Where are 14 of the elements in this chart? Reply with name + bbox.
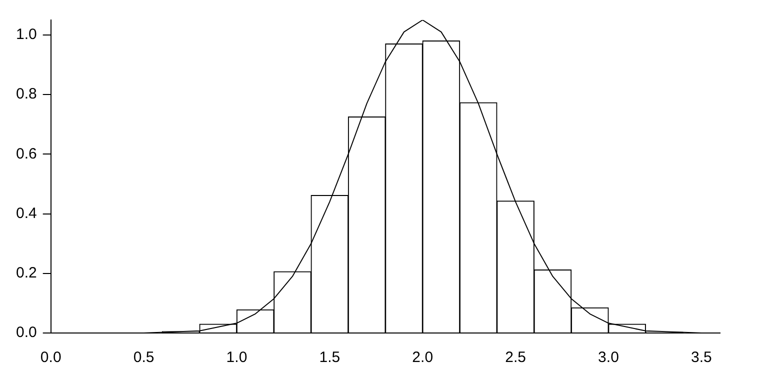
x-tick-label: 0.0 (40, 349, 62, 366)
x-tick-label: 1.5 (319, 349, 340, 366)
y-tick-label: 1.0 (16, 26, 37, 44)
x-tick-label: 2.5 (505, 349, 526, 366)
x-tick-label: 2.0 (412, 349, 434, 366)
x-tick-label: 3.0 (598, 349, 619, 366)
x-tick-label: 3.5 (690, 349, 712, 366)
y-tick-label: 0.8 (16, 86, 37, 103)
x-tick-label: 1.0 (226, 349, 248, 366)
y-tick-label: 0.6 (16, 145, 37, 162)
y-tick-label: 0.0 (16, 324, 37, 342)
y-tick-label: 0.2 (16, 264, 37, 282)
x-tick-label: 0.5 (133, 349, 154, 366)
y-tick-label: 0.4 (16, 204, 37, 222)
